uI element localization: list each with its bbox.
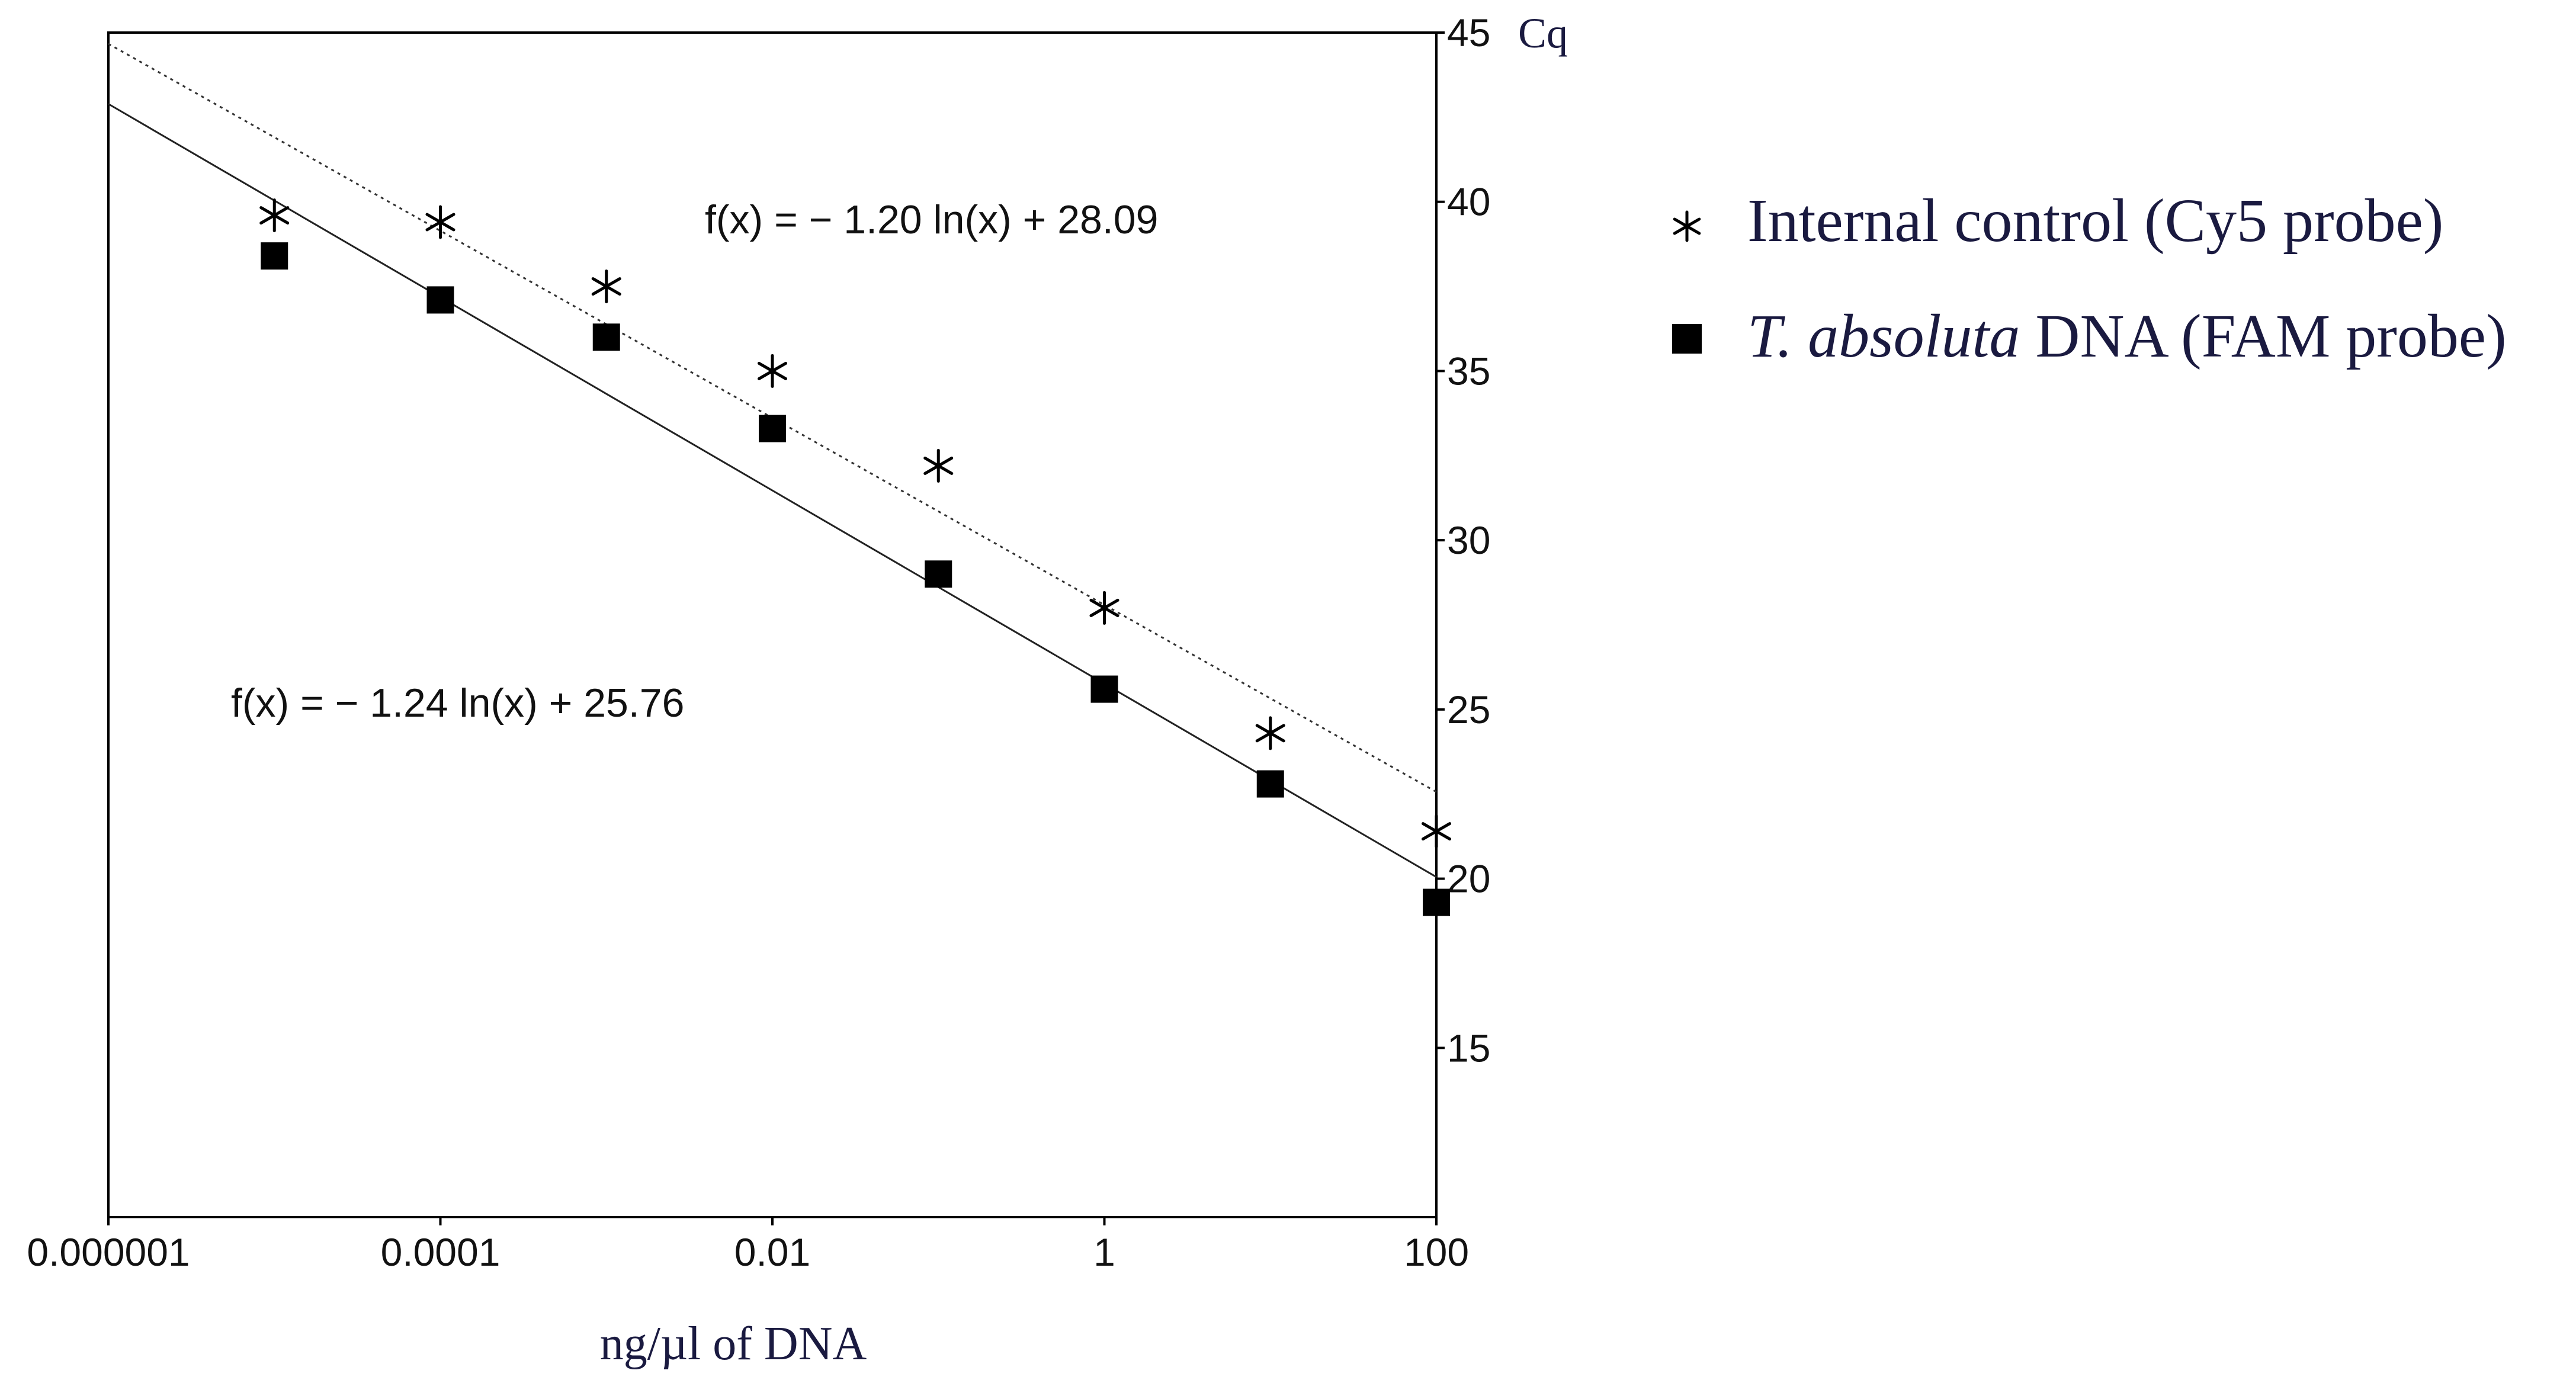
data-point-t-absoluta [592, 323, 620, 351]
fit-line-t-absoluta [108, 103, 1437, 878]
data-point-t-absoluta [1423, 888, 1450, 916]
x-tick-label: 0.000001 [27, 1230, 190, 1274]
data-point-internal-control [1089, 590, 1119, 625]
equation-t-absoluta: f(x) = − 1.24 ln(x) + 25.76 [231, 681, 684, 726]
x-tick-label: 0.0001 [381, 1230, 501, 1274]
legend-marker-asterisk-icon [1673, 210, 1701, 242]
y-tick-label: 30 [1447, 518, 1490, 562]
data-point-internal-control [757, 354, 788, 388]
data-point-internal-control [1255, 716, 1285, 750]
equation-internal-control: f(x) = − 1.20 ln(x) + 28.09 [705, 197, 1158, 242]
legend-label-rest: DNA (FAM probe) [2020, 302, 2506, 370]
legend-item-t-absoluta: T. absoluta DNA (FAM probe) [1672, 302, 2507, 370]
x-tick-label: 1 [1093, 1230, 1115, 1274]
y-tick-label: 15 [1447, 1026, 1490, 1070]
y-tick-label: 25 [1447, 688, 1490, 731]
data-point-internal-control [923, 448, 954, 483]
y-axis-title: Cq [1518, 9, 1568, 57]
legend-label-t-absoluta: T. absoluta DNA (FAM probe) [1747, 302, 2507, 370]
data-point-t-absoluta [426, 286, 454, 314]
y-tick-label: 20 [1447, 857, 1490, 901]
data-point-t-absoluta [759, 415, 786, 442]
data-point-t-absoluta [261, 242, 288, 270]
legend-item-internal-control: Internal control (Cy5 probe) [1673, 187, 2443, 255]
data-point-t-absoluta [1090, 675, 1118, 703]
y-tick-label: 45 [1447, 11, 1490, 54]
data-point-internal-control [425, 205, 455, 239]
y-tick-label: 35 [1447, 349, 1490, 393]
legend-marker-square-icon [1672, 324, 1702, 354]
x-axis-ticks: 0.000001 0.0001 0.01 1 100 [27, 1217, 1469, 1274]
data-point-internal-control [1421, 814, 1452, 849]
y-tick-label: 40 [1447, 180, 1490, 224]
series-internal-control [259, 198, 1452, 849]
data-point-t-absoluta [1256, 770, 1284, 798]
x-tick-label: 100 [1404, 1230, 1469, 1274]
legend-label-italic-part: T. absoluta [1747, 302, 2020, 370]
x-tick-label: 0.01 [734, 1230, 810, 1274]
series-t-absoluta [261, 242, 1450, 916]
data-point-internal-control [591, 269, 621, 304]
legend-label-internal-control: Internal control (Cy5 probe) [1747, 187, 2443, 255]
x-axis-title: ng/µl of DNA [600, 1318, 867, 1370]
data-point-internal-control [259, 198, 290, 233]
data-point-t-absoluta [925, 560, 952, 588]
asterisk-icon [1673, 210, 1701, 242]
legend: Internal control (Cy5 probe) T. absoluta… [1672, 187, 2507, 370]
y-axis-ticks: 15 20 25 30 35 40 45 [1436, 11, 1490, 1070]
